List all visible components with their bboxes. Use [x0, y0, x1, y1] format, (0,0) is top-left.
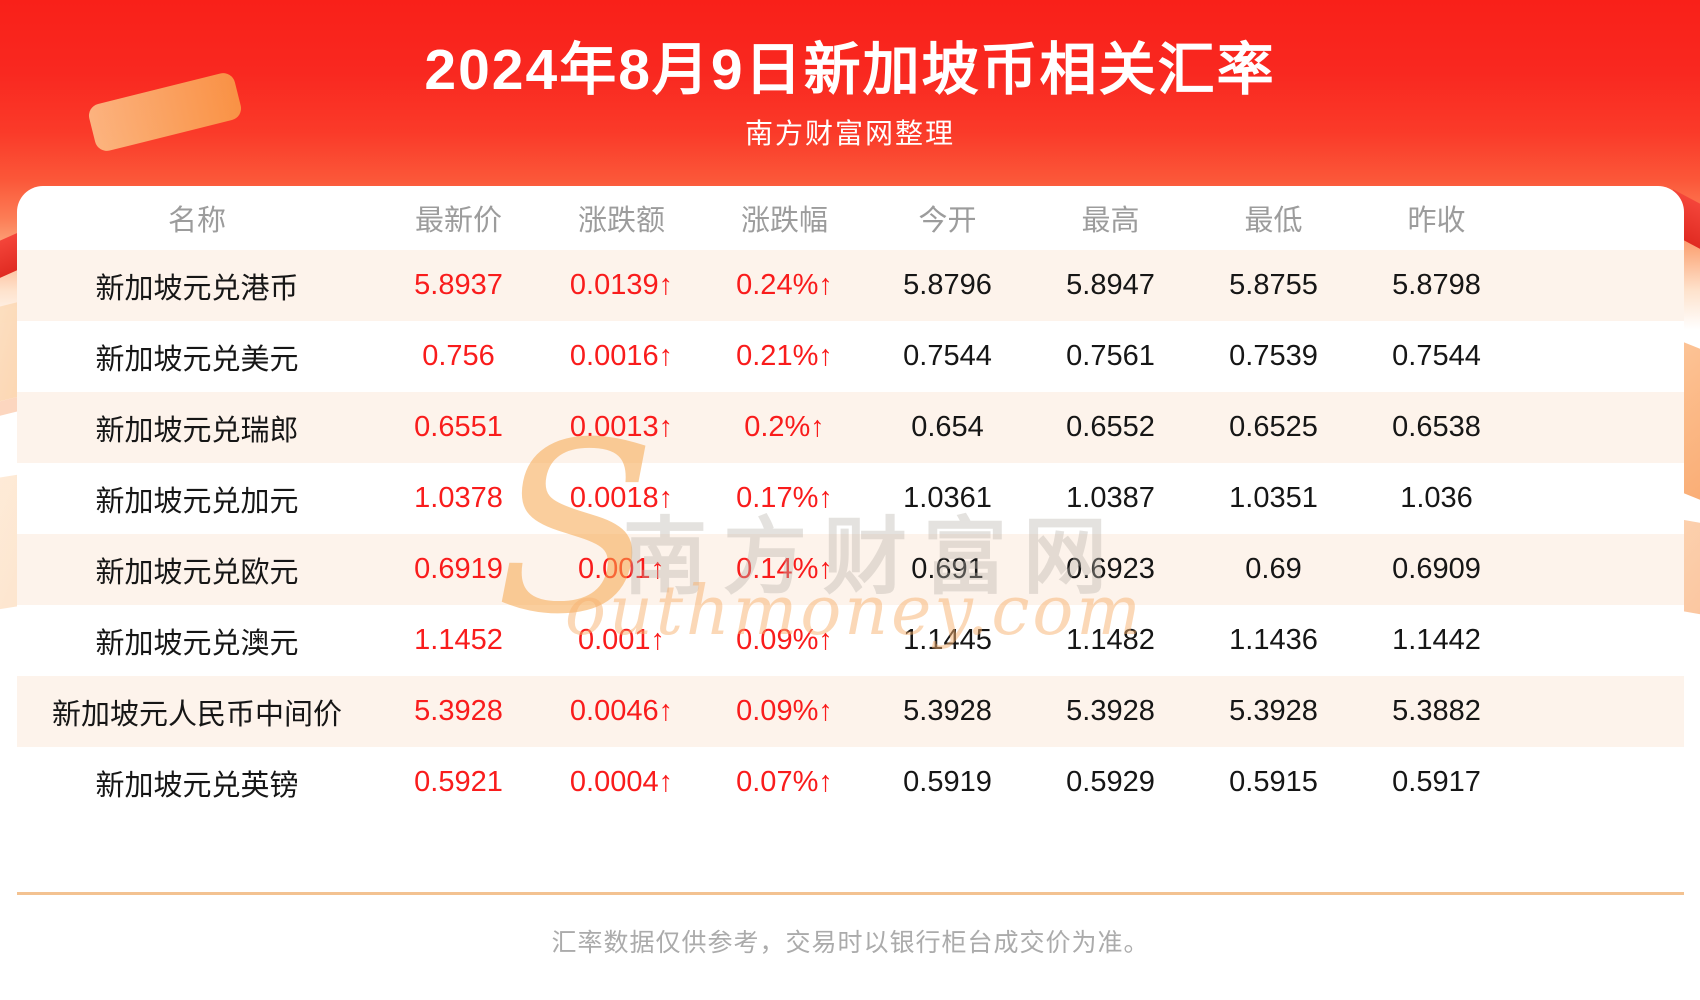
exchange-rate-table-card: 名称 最新价 涨跌额 涨跌幅 今开 最高 最低 昨收 新加坡元兑港币 5.893… — [17, 186, 1684, 969]
currency-pair-name: 新加坡元兑澳元 — [95, 627, 299, 660]
currency-pair-name: 新加坡元兑瑞郎 — [95, 414, 299, 447]
table-row: 新加坡元兑加元 1.0378 0.0018↑ 0.17%↑ 1.0361 1.0… — [17, 463, 1684, 534]
latest-price-value: 0.6919 — [414, 553, 503, 585]
low-price-value: 5.8755 — [1229, 269, 1318, 301]
latest-price-value: 0.6551 — [414, 411, 503, 443]
column-header-low: 最低 — [1244, 205, 1303, 237]
table-header-row: 名称 最新价 涨跌额 涨跌幅 今开 最高 最低 昨收 — [17, 186, 1684, 250]
prev-close-value: 0.6909 — [1392, 553, 1481, 585]
high-price-value: 1.0387 — [1066, 482, 1155, 514]
prev-close-value: 0.7544 — [1392, 340, 1481, 372]
currency-pair-name: 新加坡元人民币中间价 — [51, 698, 342, 731]
latest-price-value: 0.756 — [422, 340, 495, 372]
latest-price-value: 5.3928 — [414, 695, 503, 727]
column-header-prev-close: 昨收 — [1407, 205, 1466, 237]
currency-pair-name: 新加坡元兑美元 — [95, 343, 299, 376]
low-price-value: 1.1436 — [1229, 624, 1318, 656]
change-amount-value: 0.0139↑ — [569, 269, 674, 301]
change-percent-value: 0.2%↑ — [744, 411, 825, 443]
page-subtitle: 南方财富网整理 — [744, 118, 955, 149]
change-amount-value: 0.0018↑ — [569, 482, 674, 514]
open-price-value: 0.654 — [911, 411, 984, 443]
table-row: 新加坡元兑欧元 0.6919 0.001↑ 0.14%↑ 0.691 0.692… — [17, 534, 1684, 605]
currency-pair-name: 新加坡元兑欧元 — [95, 556, 299, 589]
latest-price-value: 0.5921 — [414, 766, 503, 798]
column-header-change-pct: 涨跌幅 — [740, 205, 828, 237]
change-percent-value: 0.14%↑ — [736, 553, 833, 585]
open-price-value: 0.5919 — [903, 766, 992, 798]
low-price-value: 0.7539 — [1229, 340, 1318, 372]
table-row: 新加坡元兑澳元 1.1452 0.001↑ 0.09%↑ 1.1445 1.14… — [17, 605, 1684, 676]
change-percent-value: 0.09%↑ — [736, 624, 833, 656]
high-price-value: 0.5929 — [1066, 766, 1155, 798]
low-price-value: 1.0351 — [1229, 482, 1318, 514]
footer-divider-line — [17, 892, 1684, 895]
change-amount-value: 0.001↑ — [577, 553, 666, 585]
currency-pair-name: 新加坡元兑英镑 — [95, 769, 299, 802]
prev-close-value: 1.036 — [1400, 482, 1473, 514]
column-header-name: 名称 — [167, 205, 226, 237]
change-percent-value: 0.17%↑ — [736, 482, 833, 514]
prev-close-value: 5.3882 — [1392, 695, 1481, 727]
open-price-value: 0.691 — [911, 553, 984, 585]
high-price-value: 0.6552 — [1066, 411, 1155, 443]
table-row: 新加坡元兑瑞郎 0.6551 0.0013↑ 0.2%↑ 0.654 0.655… — [17, 392, 1684, 463]
change-percent-value: 0.24%↑ — [736, 269, 833, 301]
table-row: 新加坡元兑英镑 0.5921 0.0004↑ 0.07%↑ 0.5919 0.5… — [17, 747, 1684, 818]
column-header-change: 涨跌额 — [577, 205, 665, 237]
high-price-value: 5.3928 — [1066, 695, 1155, 727]
change-percent-value: 0.07%↑ — [736, 766, 833, 798]
change-amount-value: 0.001↑ — [577, 624, 666, 656]
change-amount-value: 0.0004↑ — [569, 766, 674, 798]
prev-close-value: 5.8798 — [1392, 269, 1481, 301]
high-price-value: 0.6923 — [1066, 553, 1155, 585]
currency-pair-name: 新加坡元兑港币 — [95, 272, 299, 305]
latest-price-value: 1.1452 — [414, 624, 503, 656]
disclaimer-text: 汇率数据仅供参考，交易时以银行柜台成交价为准。 — [551, 929, 1150, 957]
page-title: 2024年8月9日新加坡币相关汇率 — [424, 38, 1276, 102]
change-amount-value: 0.0016↑ — [569, 340, 674, 372]
column-header-high: 最高 — [1081, 205, 1140, 237]
change-percent-value: 0.21%↑ — [736, 340, 833, 372]
low-price-value: 0.5915 — [1229, 766, 1318, 798]
high-price-value: 1.1482 — [1066, 624, 1155, 656]
latest-price-value: 5.8937 — [414, 269, 503, 301]
table-row: 新加坡元兑美元 0.756 0.0016↑ 0.21%↑ 0.7544 0.75… — [17, 321, 1684, 392]
high-price-value: 0.7561 — [1066, 340, 1155, 372]
change-percent-value: 0.09%↑ — [736, 695, 833, 727]
latest-price-value: 1.0378 — [414, 482, 503, 514]
open-price-value: 1.1445 — [903, 624, 992, 656]
open-price-value: 1.0361 — [903, 482, 992, 514]
prev-close-value: 0.6538 — [1392, 411, 1481, 443]
change-amount-value: 0.0046↑ — [569, 695, 674, 727]
low-price-value: 0.6525 — [1229, 411, 1318, 443]
change-amount-value: 0.0013↑ — [569, 411, 674, 443]
open-price-value: 0.7544 — [903, 340, 992, 372]
column-header-latest: 最新价 — [414, 205, 502, 237]
table-row: 新加坡元兑港币 5.8937 0.0139↑ 0.24%↑ 5.8796 5.8… — [17, 250, 1684, 321]
table-row: 新加坡元人民币中间价 5.3928 0.0046↑ 0.09%↑ 5.3928 … — [17, 676, 1684, 747]
low-price-value: 0.69 — [1245, 553, 1302, 585]
open-price-value: 5.3928 — [903, 695, 992, 727]
prev-close-value: 1.1442 — [1392, 624, 1481, 656]
column-header-open: 今开 — [918, 205, 977, 237]
table-body: 新加坡元兑港币 5.8937 0.0139↑ 0.24%↑ 5.8796 5.8… — [17, 250, 1684, 818]
currency-pair-name: 新加坡元兑加元 — [95, 485, 299, 518]
high-price-value: 5.8947 — [1066, 269, 1155, 301]
low-price-value: 5.3928 — [1229, 695, 1318, 727]
open-price-value: 5.8796 — [903, 269, 992, 301]
prev-close-value: 0.5917 — [1392, 766, 1481, 798]
